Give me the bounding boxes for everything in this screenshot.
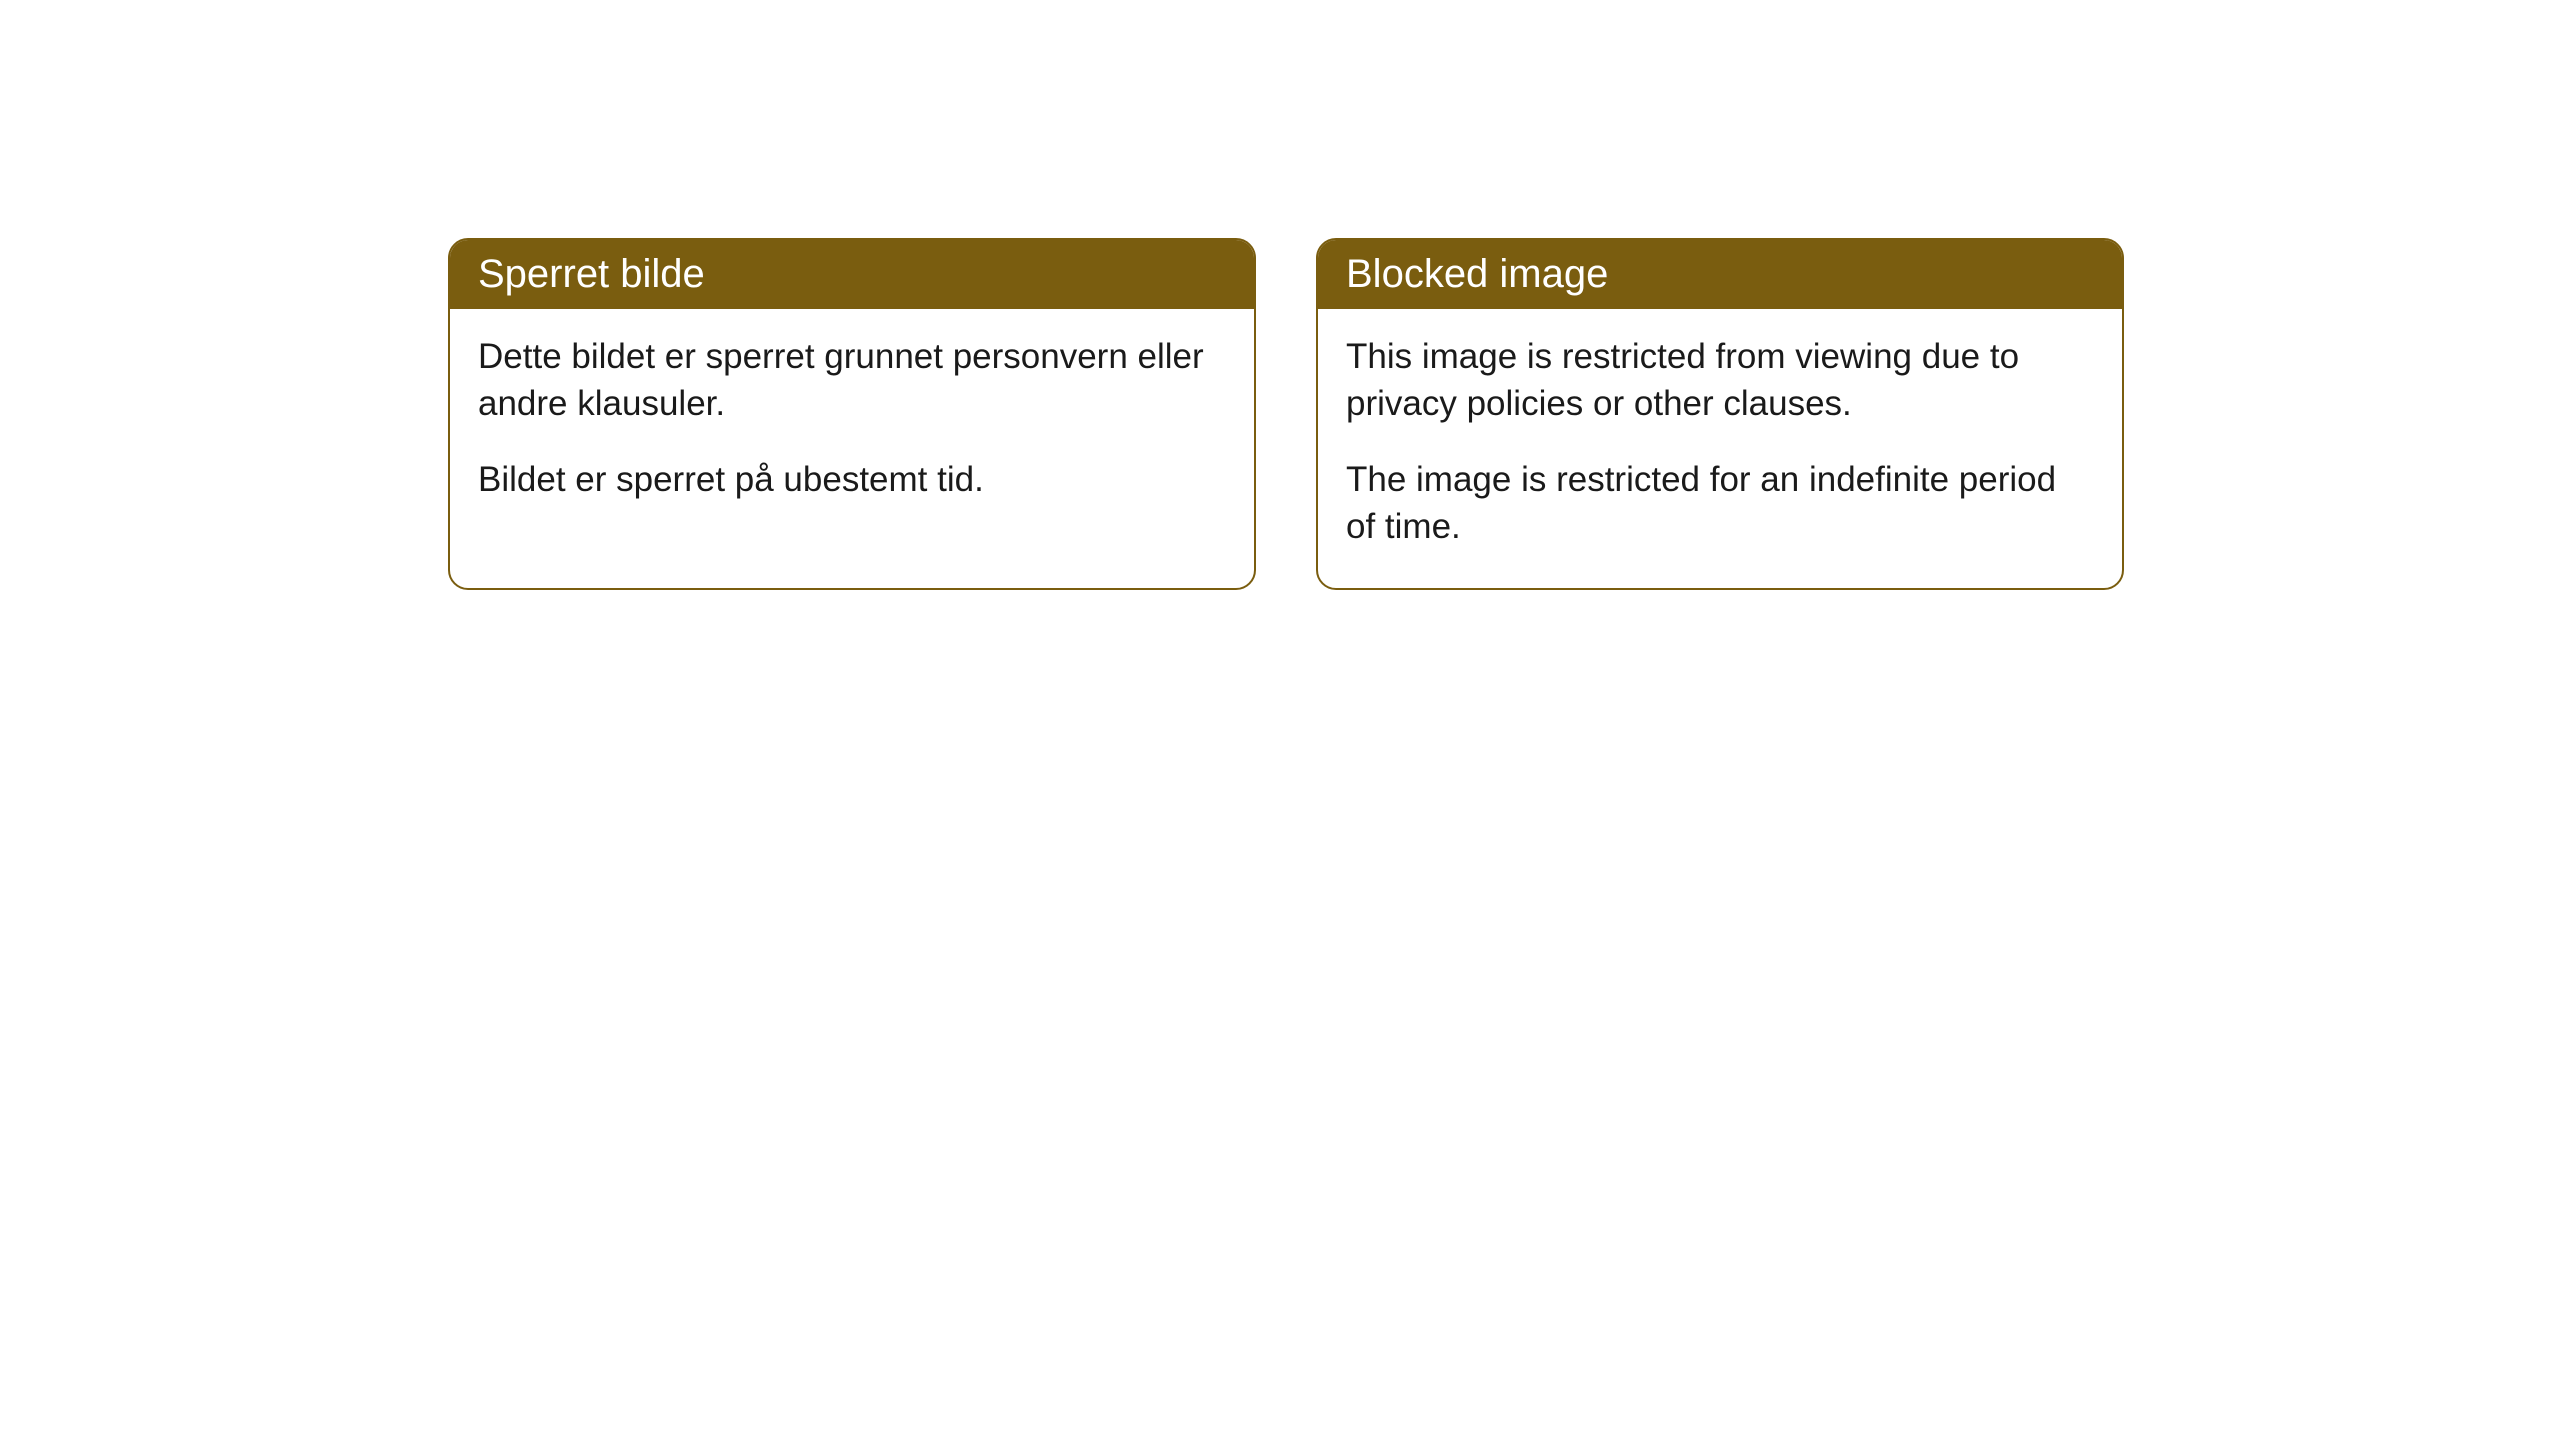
card-paragraph: Bildet er sperret på ubestemt tid. (478, 456, 1226, 503)
card-body-english: This image is restricted from viewing du… (1318, 309, 2122, 588)
card-header-norwegian: Sperret bilde (450, 240, 1254, 309)
card-norwegian: Sperret bilde Dette bildet er sperret gr… (448, 238, 1256, 590)
card-paragraph: The image is restricted for an indefinit… (1346, 456, 2094, 551)
cards-container: Sperret bilde Dette bildet er sperret gr… (448, 238, 2560, 590)
card-paragraph: Dette bildet er sperret grunnet personve… (478, 333, 1226, 428)
card-body-norwegian: Dette bildet er sperret grunnet personve… (450, 309, 1254, 541)
card-english: Blocked image This image is restricted f… (1316, 238, 2124, 590)
card-header-english: Blocked image (1318, 240, 2122, 309)
card-paragraph: This image is restricted from viewing du… (1346, 333, 2094, 428)
